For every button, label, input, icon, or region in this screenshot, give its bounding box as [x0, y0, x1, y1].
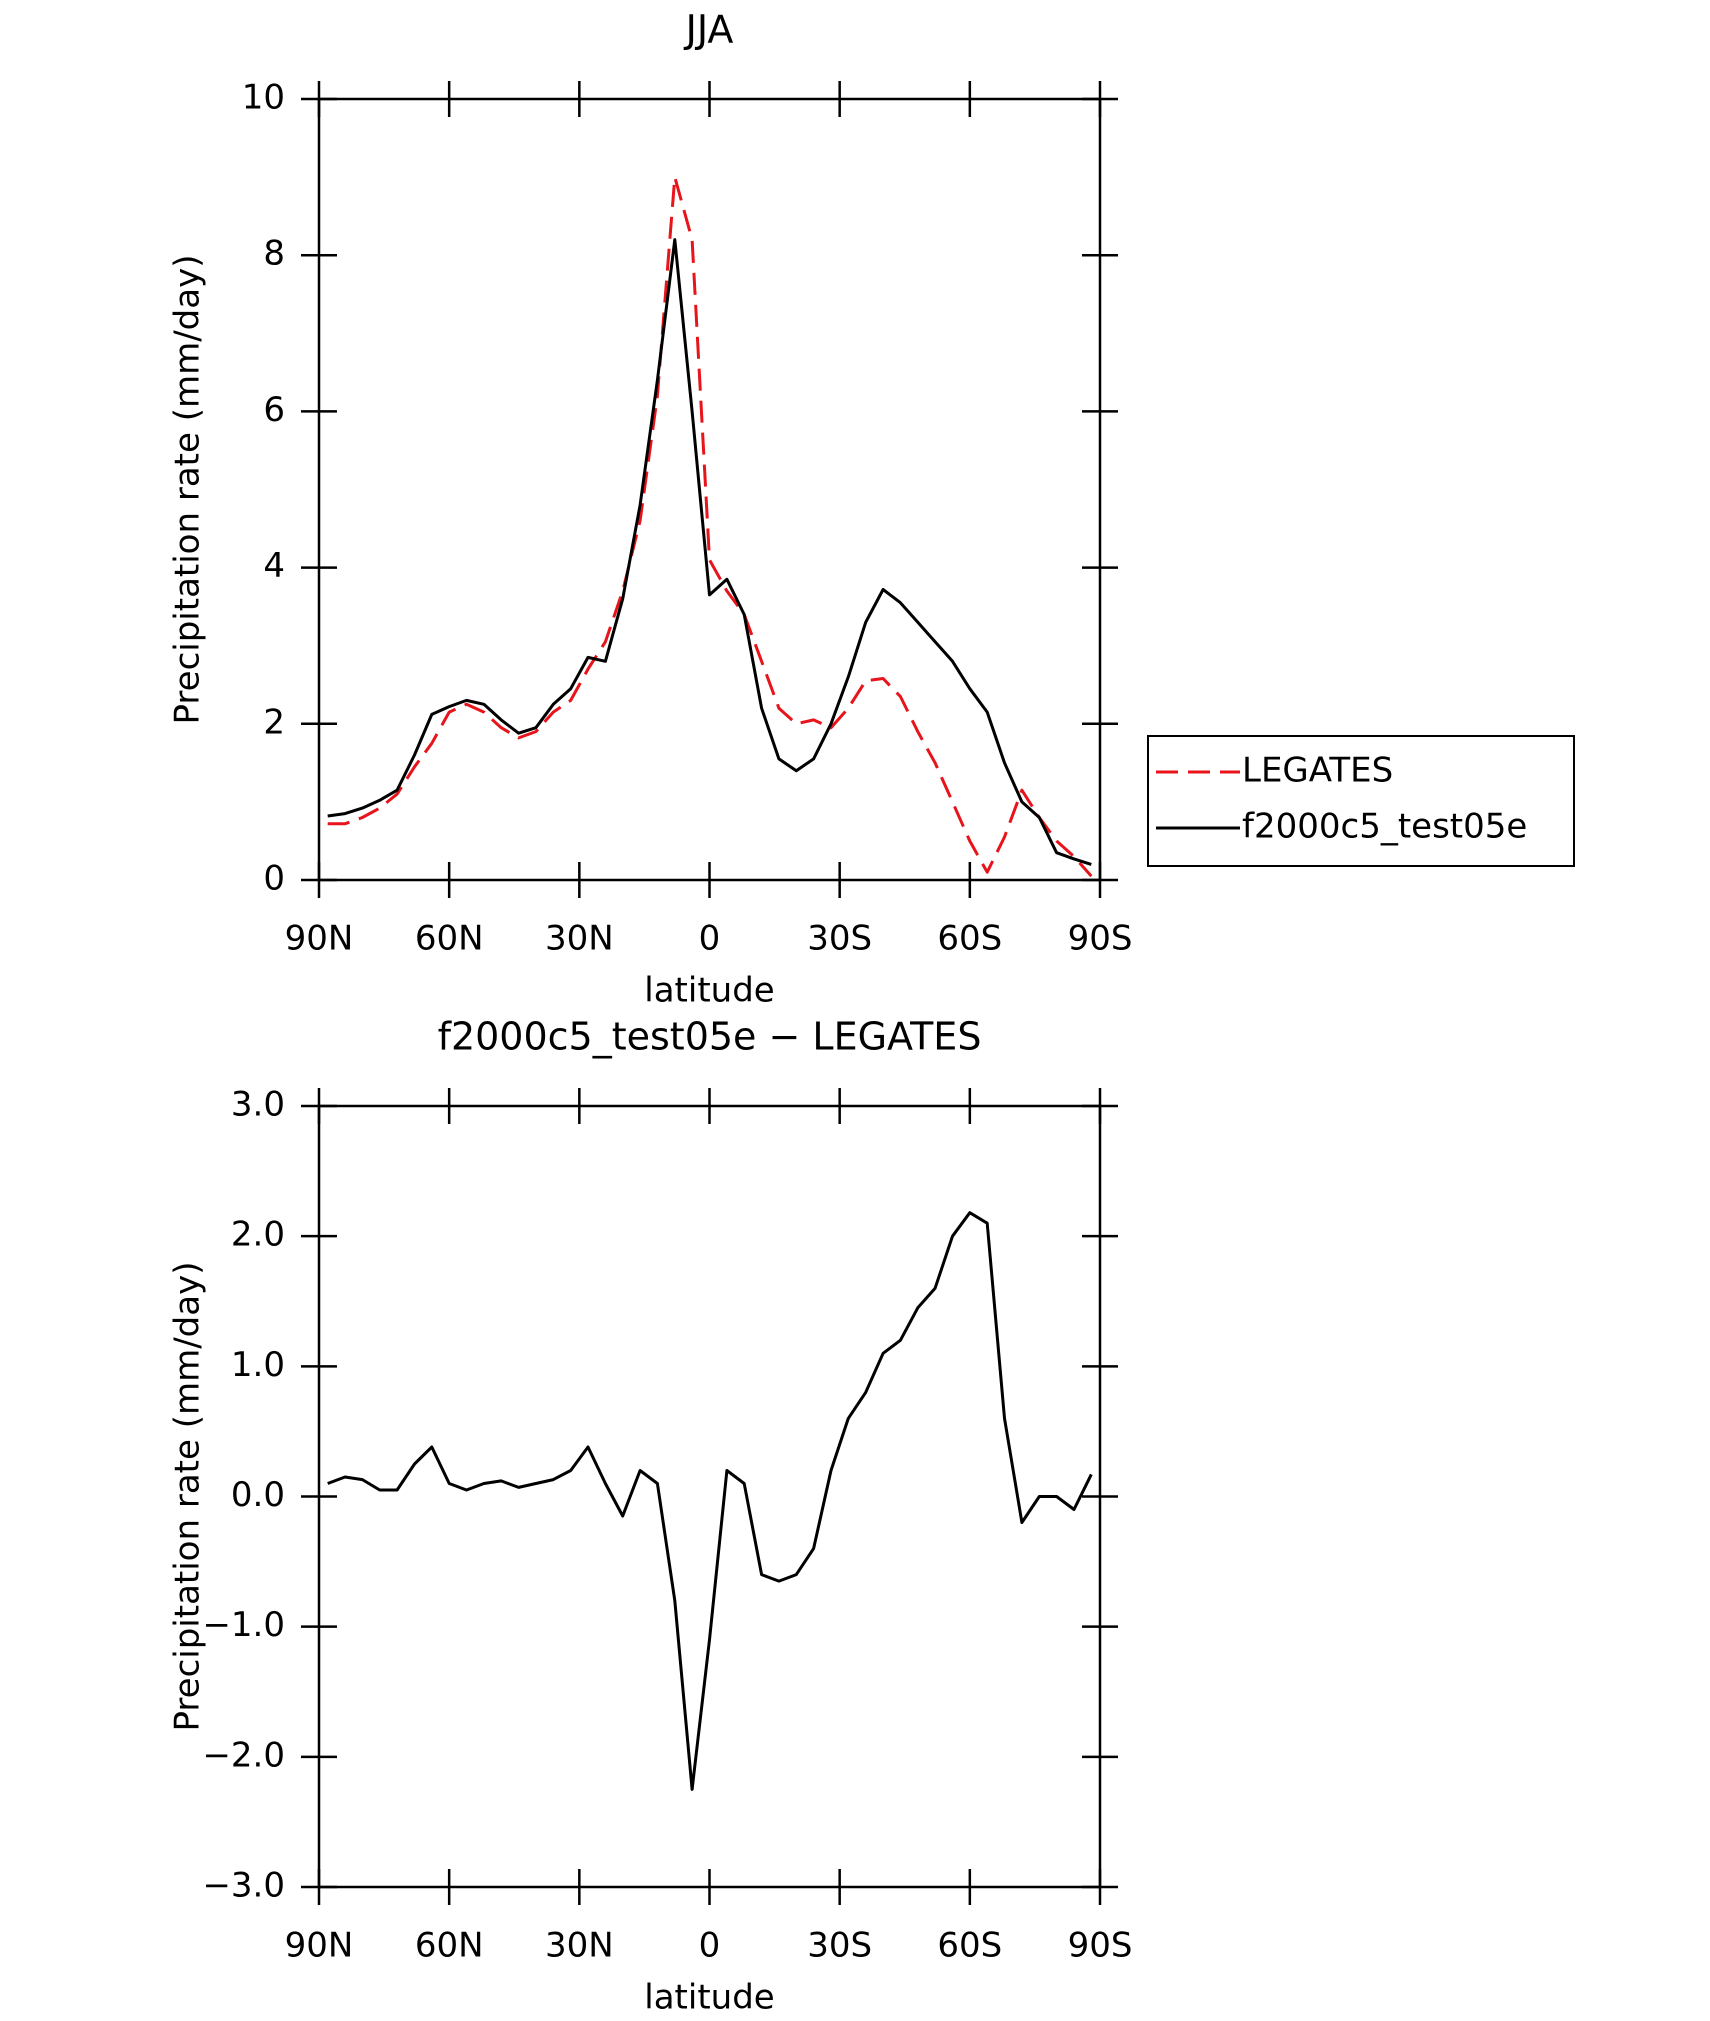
plot-frame	[317, 97, 1102, 882]
y-tick-label: −1.0	[202, 1605, 285, 1645]
y-tick-label: 2.0	[231, 1215, 285, 1255]
chart-title: f2000c5_test05e − LEGATES	[438, 1015, 982, 1059]
x-tick-label: 60N	[415, 919, 484, 959]
y-tick-label: 2	[263, 702, 285, 742]
x-tick-label: 60S	[937, 1926, 1002, 1966]
y-axis-label: Precipitation rate (mm/day)	[168, 1262, 208, 1732]
y-tick-label: 1.0	[231, 1345, 285, 1385]
data-line	[327, 238, 1092, 866]
y-tick-label: 8	[263, 234, 285, 274]
y-tick-label: −3.0	[202, 1866, 285, 1906]
x-tick-label: 60N	[415, 1926, 484, 1966]
chart-title: JJA	[684, 8, 734, 52]
x-tick-label: 0	[699, 919, 721, 959]
y-tick-label: −2.0	[202, 1735, 285, 1775]
x-axis-label: latitude	[644, 971, 774, 1011]
x-tick-label: 90N	[285, 919, 354, 959]
y-tick-label: 4	[263, 546, 285, 586]
x-tick-label: 90N	[285, 1926, 354, 1966]
y-tick-label: 10	[242, 78, 285, 118]
x-tick-label: 30S	[807, 1926, 872, 1966]
x-tick-label: 60S	[937, 919, 1002, 959]
x-tick-label: 0	[699, 1926, 721, 1966]
x-tick-label: 30S	[807, 919, 872, 959]
y-tick-label: 6	[263, 390, 285, 430]
legend-label: f2000c5_test05e	[1242, 807, 1527, 847]
x-tick-label: 90S	[1068, 1926, 1133, 1966]
data-line	[327, 1211, 1093, 1791]
x-tick-label: 90S	[1068, 919, 1133, 959]
x-tick-label: 30N	[545, 919, 614, 959]
legend-label: LEGATES	[1242, 751, 1393, 791]
data-line	[327, 175, 1093, 878]
legend-box	[1147, 735, 1575, 867]
plot-frame	[317, 1104, 1102, 1889]
y-tick-label: 0	[263, 859, 285, 899]
y-tick-label: 0.0	[231, 1475, 285, 1515]
y-axis-label: Precipitation rate (mm/day)	[168, 255, 208, 725]
x-tick-label: 30N	[545, 1926, 614, 1966]
x-axis-label: latitude	[644, 1978, 774, 2018]
y-tick-label: 3.0	[231, 1085, 285, 1125]
